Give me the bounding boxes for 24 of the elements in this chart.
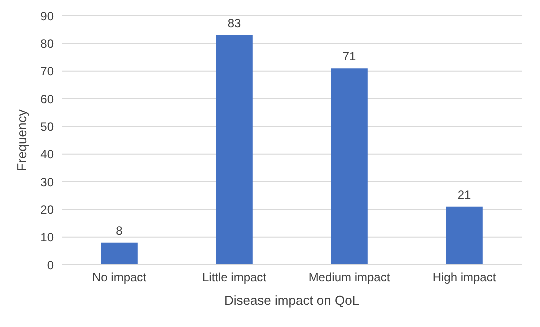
y-tick-label: 90 [40, 9, 54, 24]
y-tick-label: 20 [40, 202, 54, 217]
x-axis-title: Disease impact on QoL [224, 293, 360, 308]
y-tick-label: 60 [40, 92, 54, 106]
y-tick-label: 10 [40, 230, 54, 245]
x-tick-label: Medium impact [308, 270, 391, 285]
bar [446, 206, 483, 265]
data-label: 71 [342, 50, 356, 64]
y-tick-label: 40 [40, 148, 54, 162]
data-label: 21 [458, 188, 472, 202]
bar [216, 35, 253, 265]
y-tick-label: 80 [40, 36, 54, 51]
bar [101, 242, 138, 265]
y-tick-label: 30 [40, 175, 54, 190]
data-label: 83 [228, 16, 242, 30]
data-label: 8 [116, 224, 124, 238]
y-tick-label: 70 [40, 64, 54, 79]
x-tick-label: Little impact [202, 270, 268, 285]
bar [331, 68, 368, 265]
x-tick-label: No impact [92, 270, 148, 285]
y-tick-label: 0 [47, 258, 54, 272]
y-axis-title: Frequency [14, 109, 30, 172]
y-tick-label: 50 [40, 120, 54, 134]
x-tick-label: High impact [432, 270, 497, 285]
